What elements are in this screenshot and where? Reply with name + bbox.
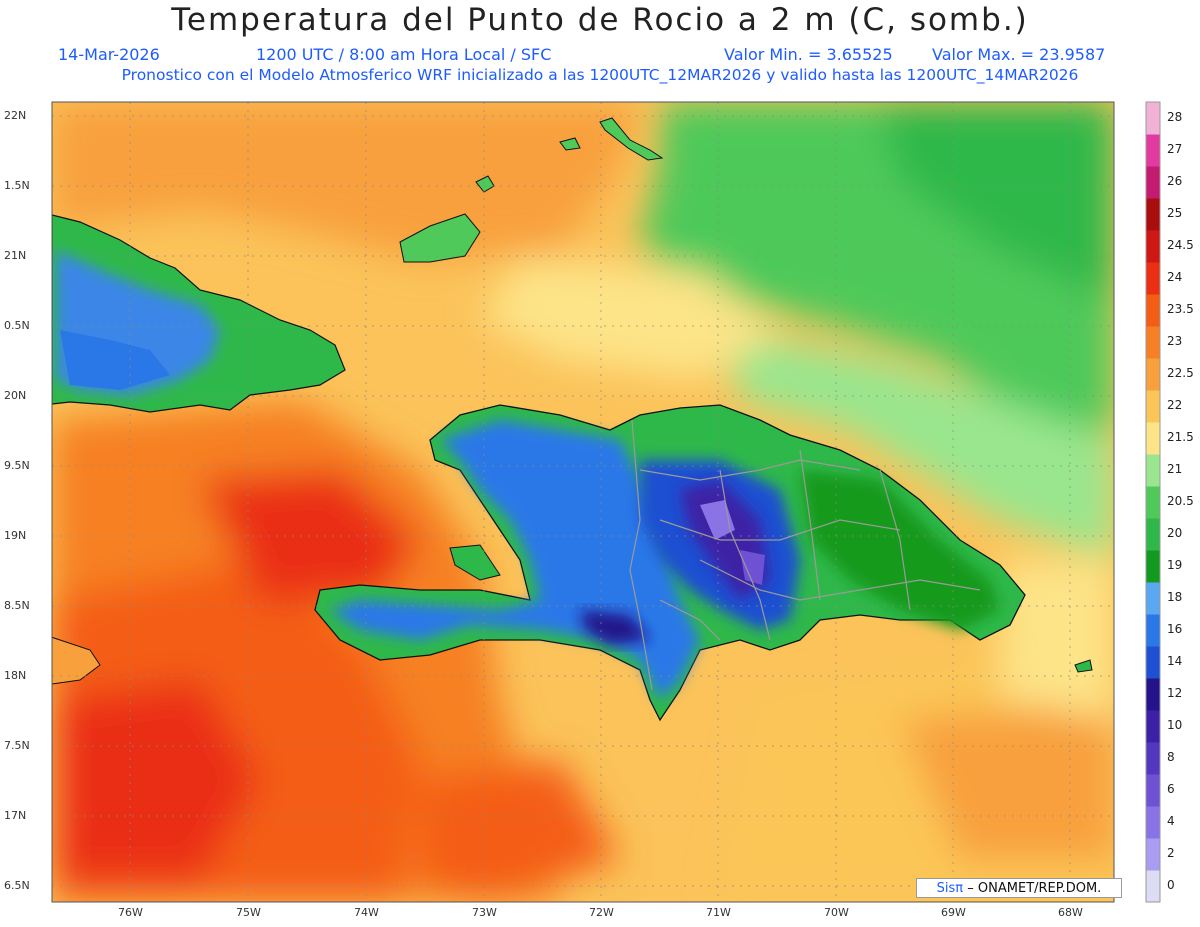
colorbar-swatch [1146, 294, 1160, 327]
colorbar-label: 2 [1167, 846, 1175, 860]
colorbar-swatch [1146, 198, 1160, 231]
lon-label: 71W [706, 906, 731, 919]
colorbar-label: 24.5 [1167, 238, 1194, 252]
colorbar-label: 21.5 [1167, 430, 1194, 444]
colorbar-label: 16 [1167, 622, 1183, 636]
colorbar-label: 24 [1167, 270, 1183, 284]
lat-label: 17N [4, 809, 27, 822]
colorbar-swatch [1146, 678, 1160, 711]
lon-label: 76W [118, 906, 143, 919]
colorbar-swatch [1146, 326, 1160, 359]
colorbar-swatch [1146, 742, 1160, 775]
colorbar-swatch [1146, 518, 1160, 551]
lon-label: 75W [236, 906, 261, 919]
colorbar-label: 21 [1167, 462, 1183, 476]
colorbar-label: 23 [1167, 334, 1183, 348]
colorbar [1146, 102, 1160, 903]
credit-logo: Sisπ [936, 881, 964, 896]
lat-label: 9.5N [4, 459, 30, 472]
colorbar-swatch [1146, 806, 1160, 839]
hispaniola-landmass [314, 404, 1026, 722]
colorbar-label: 27 [1167, 142, 1183, 156]
colorbar-label: 6 [1167, 782, 1175, 796]
lon-label: 69W [941, 906, 966, 919]
colorbar-swatch [1146, 166, 1160, 199]
credit-text: – ONAMET/REP.DOM. [967, 881, 1102, 896]
bahamas-islands [399, 117, 664, 263]
lon-label: 74W [354, 906, 379, 919]
lat-label: 7.5N [4, 739, 30, 752]
colorbar-label: 18 [1167, 590, 1183, 604]
colorbar-swatch [1146, 646, 1160, 679]
lon-label: 73W [472, 906, 497, 919]
colorbar-label: 22 [1167, 398, 1183, 412]
map-frame [51, 101, 1115, 903]
colorbar-swatch [1146, 582, 1160, 615]
colorbar-label: 28 [1167, 110, 1183, 124]
lat-label: 6.5N [4, 879, 30, 892]
map-plot-area [52, 102, 1114, 902]
forecast-time: 1200 UTC / 8:00 am Hora Local / SFC [256, 45, 552, 64]
colorbar-label: 0 [1167, 878, 1175, 892]
lat-label: 18N [4, 669, 27, 682]
lat-label: 8.5N [4, 599, 30, 612]
map-title: Temperatura del Punto de Rocio a 2 m (C,… [171, 2, 1029, 38]
colorbar-swatch [1146, 550, 1160, 583]
colorbar-label: 8 [1167, 750, 1175, 764]
model-description: Pronostico con el Modelo Atmosferico WRF… [121, 66, 1079, 84]
lat-label: 21N [4, 249, 27, 262]
graticule [52, 102, 1114, 902]
colorbar-swatch [1146, 358, 1160, 391]
colorbar-swatch [1146, 774, 1160, 807]
cuba-landmass [52, 214, 346, 413]
jamaica-landmass [52, 636, 101, 685]
colorbar-swatch [1146, 230, 1160, 263]
colorbar-swatch [1146, 134, 1160, 167]
colorbar-label: 20.5 [1167, 494, 1194, 508]
colorbar-swatch [1146, 102, 1160, 135]
colorbar-swatch [1146, 710, 1160, 743]
lat-label: 22N [4, 109, 27, 122]
colorbar-label: 23.5 [1167, 302, 1194, 316]
colorbar-label: 19 [1167, 558, 1183, 572]
colorbar-frame [1145, 101, 1161, 903]
colorbar-swatch [1146, 422, 1160, 455]
colorbar-label: 14 [1167, 654, 1183, 668]
max-value: Valor Max. = 23.9587 [932, 45, 1106, 64]
lat-label: 1.5N [4, 179, 30, 192]
forecast-date: 14-Mar-2026 [58, 45, 160, 64]
colorbar-label: 26 [1167, 174, 1183, 188]
lat-label: 19N [4, 529, 27, 542]
colorbar-swatch [1146, 454, 1160, 487]
lon-label: 70W [824, 906, 849, 919]
credit-box: Sisπ – ONAMET/REP.DOM. [916, 878, 1122, 898]
colorbar-swatch [1146, 838, 1160, 871]
colorbar-label: 10 [1167, 718, 1183, 732]
lon-label: 72W [589, 906, 614, 919]
colorbar-label: 4 [1167, 814, 1175, 828]
colorbar-swatch [1146, 262, 1160, 295]
lon-label: 68W [1058, 906, 1083, 919]
colorbar-swatch [1146, 486, 1160, 519]
colorbar-label: 20 [1167, 526, 1183, 540]
colorbar-swatch [1146, 614, 1160, 647]
colorbar-swatch [1146, 870, 1160, 903]
colorbar-label: 12 [1167, 686, 1183, 700]
small-island [1074, 659, 1093, 673]
colorbar-label: 25 [1167, 206, 1183, 220]
min-value: Valor Min. = 3.65525 [724, 45, 893, 64]
colorbar-swatch [1146, 390, 1160, 423]
lat-label: 20N [4, 389, 27, 402]
lat-label: 0.5N [4, 319, 30, 332]
colorbar-label: 22.5 [1167, 366, 1194, 380]
